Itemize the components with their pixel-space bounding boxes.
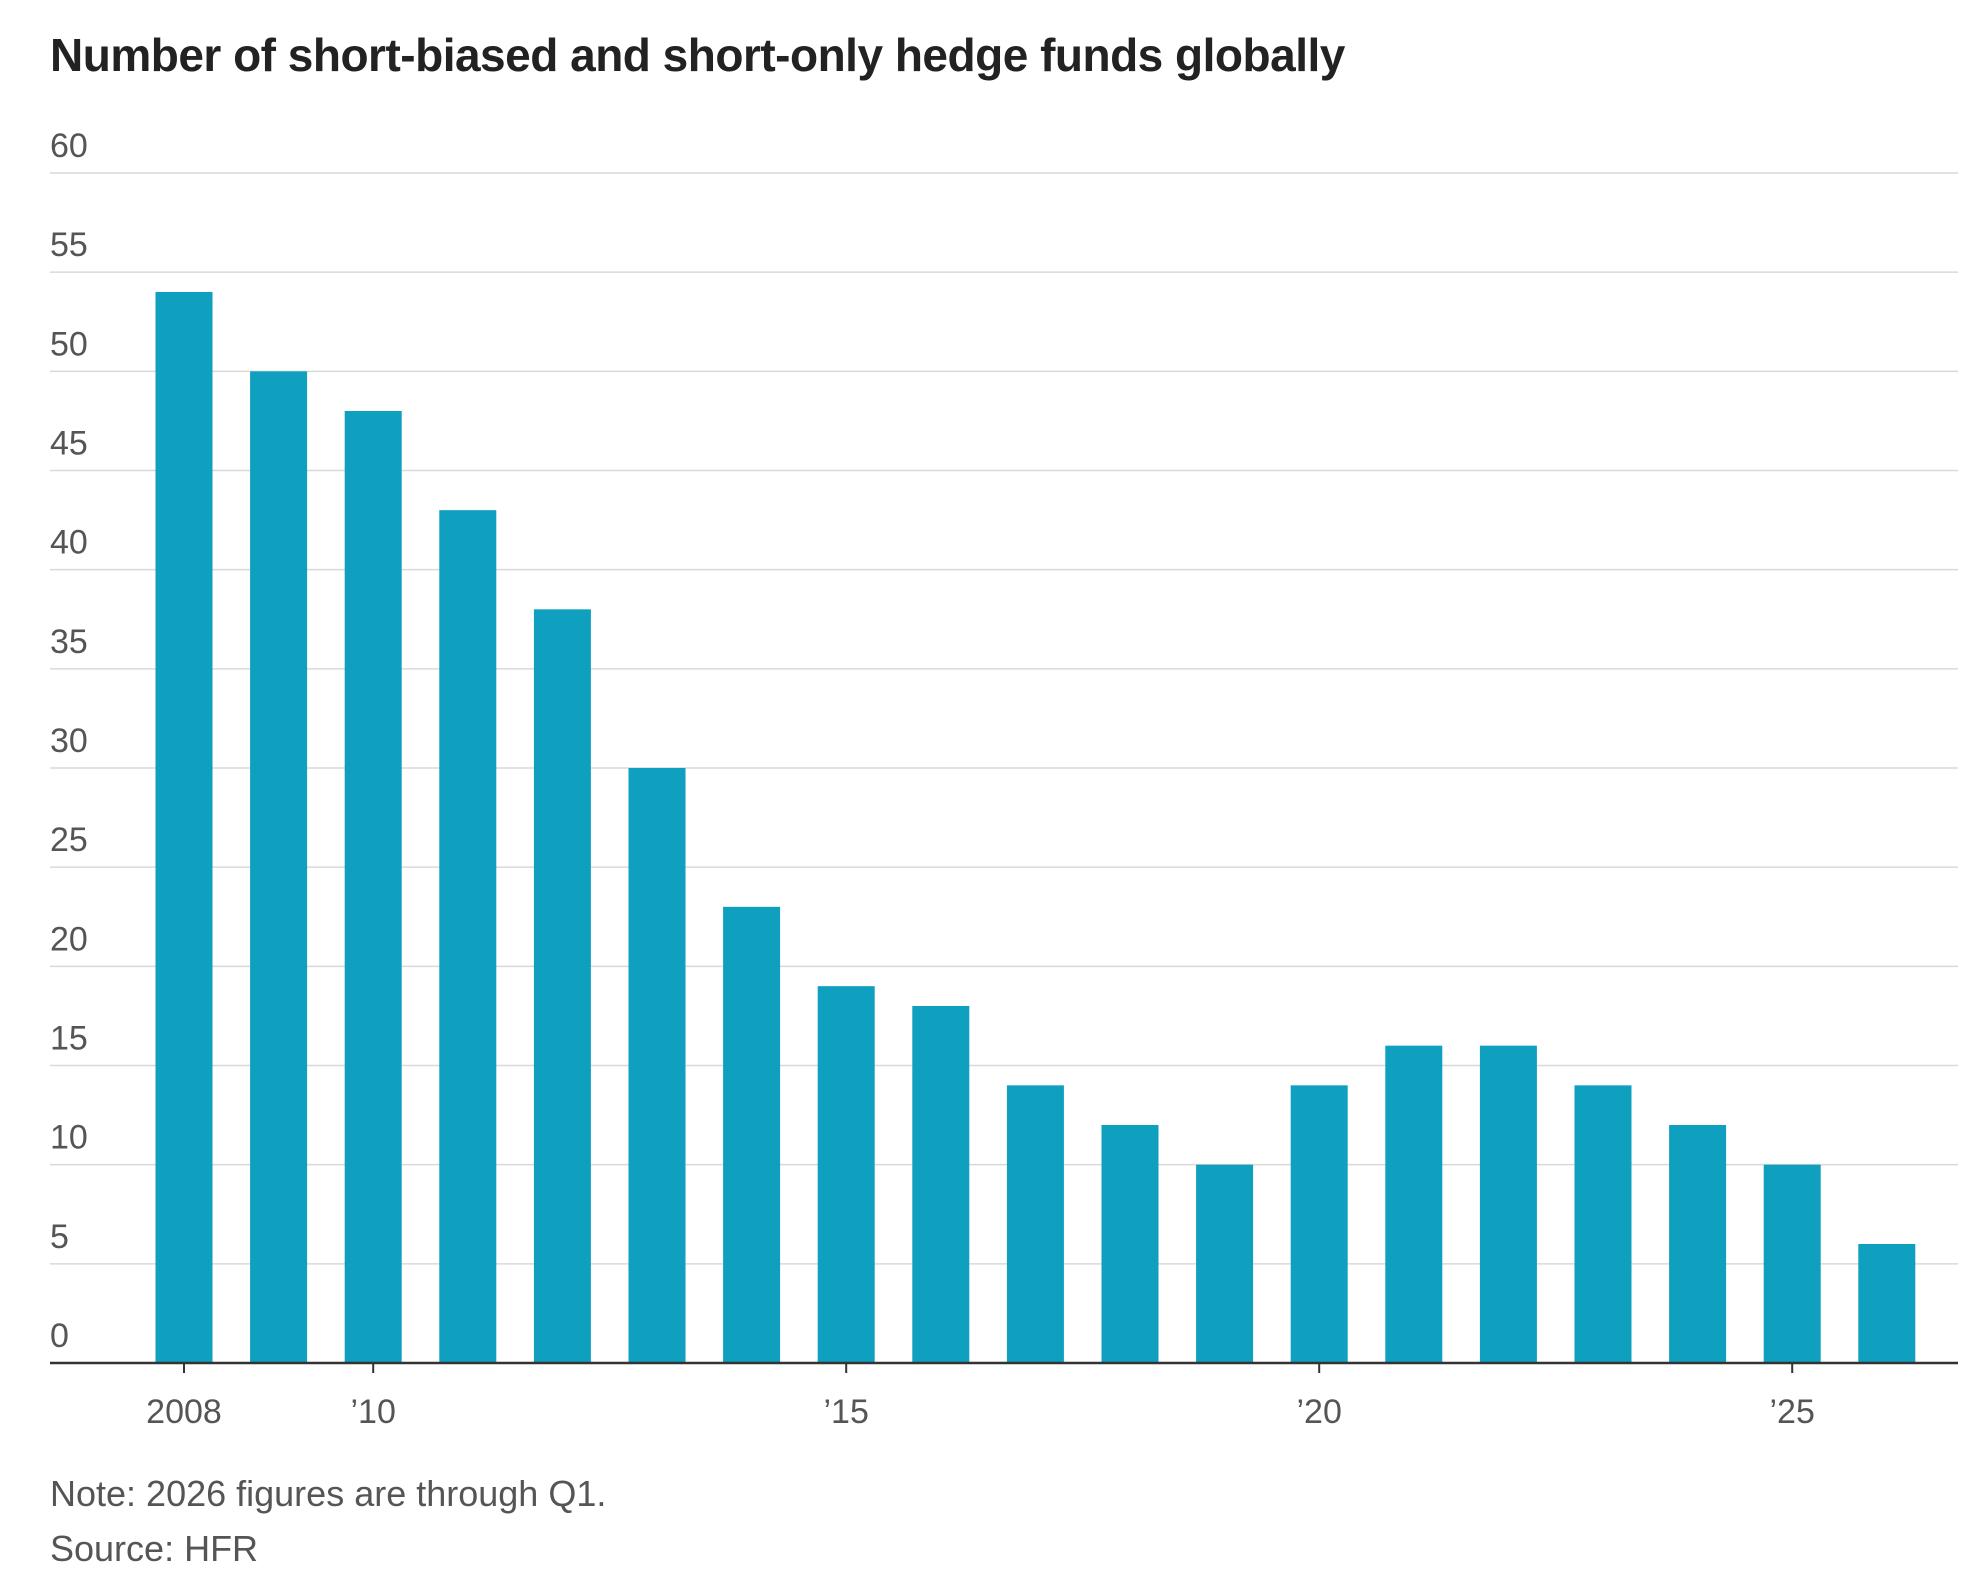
y-tick-label-15: 15 bbox=[50, 1020, 88, 1058]
x-tick-label-2010: ’10 bbox=[351, 1393, 396, 1431]
y-tick-label-40: 40 bbox=[50, 524, 88, 562]
y-tick-label-50: 50 bbox=[50, 325, 88, 363]
bar-2013 bbox=[628, 768, 686, 1363]
bar-2024 bbox=[1669, 1125, 1727, 1363]
bar-2025 bbox=[1763, 1164, 1821, 1363]
y-tick-label-55: 55 bbox=[50, 226, 88, 264]
x-tick-label-2020: ’20 bbox=[1297, 1393, 1342, 1431]
x-tick-label-2015: ’15 bbox=[824, 1393, 869, 1431]
bar-2010 bbox=[344, 411, 402, 1363]
bar-2019 bbox=[1196, 1164, 1254, 1363]
y-axis-tick-labels: 0 5 10 15 20 25 30 35 40 45 50 55 60 bbox=[50, 127, 88, 1355]
chart-note: Note: 2026 figures are through Q1. bbox=[50, 1473, 607, 1514]
y-tick-label-10: 10 bbox=[50, 1119, 88, 1157]
bar-2009 bbox=[250, 371, 308, 1363]
bar-2011 bbox=[439, 510, 497, 1364]
x-axis-tick-labels: 2008 ’10 ’15 ’20 ’25 bbox=[146, 1393, 1815, 1431]
x-tick-label-2025: ’25 bbox=[1770, 1393, 1815, 1431]
bar-2012 bbox=[533, 609, 591, 1363]
y-tick-label-0: 0 bbox=[50, 1317, 69, 1355]
bar-2023 bbox=[1574, 1085, 1632, 1363]
bar-2017 bbox=[1006, 1085, 1064, 1363]
bar-2021 bbox=[1385, 1045, 1443, 1363]
bar-2018 bbox=[1101, 1125, 1159, 1363]
y-tick-label-20: 20 bbox=[50, 920, 88, 958]
y-tick-label-35: 35 bbox=[50, 623, 88, 661]
gridlines bbox=[50, 172, 1958, 1265]
bar-2015 bbox=[817, 986, 875, 1363]
x-axis-ticks bbox=[50, 1361, 1958, 1373]
bar-2026 bbox=[1858, 1244, 1916, 1363]
bar-2022 bbox=[1479, 1045, 1537, 1363]
bar-2016 bbox=[912, 1006, 970, 1363]
bar-2008 bbox=[155, 292, 213, 1363]
bar-2014 bbox=[723, 906, 781, 1363]
x-tick-label-2008: 2008 bbox=[146, 1393, 222, 1431]
y-tick-label-45: 45 bbox=[50, 425, 88, 463]
y-tick-label-30: 30 bbox=[50, 722, 88, 760]
chart-title: Number of short-biased and short-only he… bbox=[50, 29, 1345, 81]
y-tick-label-5: 5 bbox=[50, 1218, 69, 1256]
y-tick-label-60: 60 bbox=[50, 127, 88, 165]
y-tick-label-25: 25 bbox=[50, 821, 88, 859]
bar-2020 bbox=[1290, 1085, 1348, 1363]
bars bbox=[155, 292, 1916, 1364]
chart-source: Source: HFR bbox=[50, 1528, 259, 1569]
